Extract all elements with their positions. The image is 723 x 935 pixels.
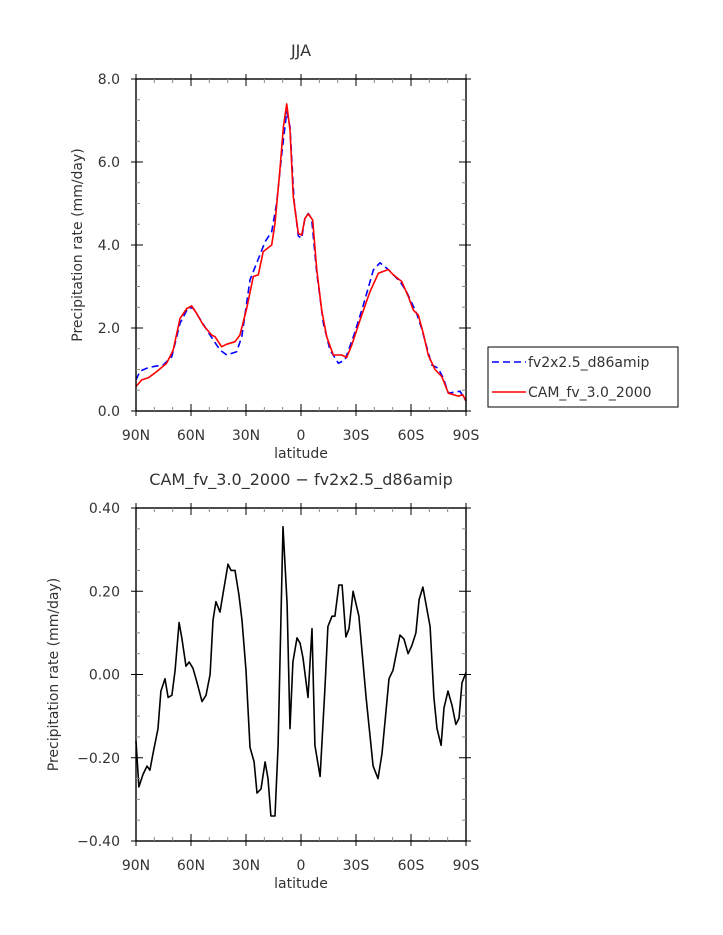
- x-tick-label: 30S: [343, 858, 370, 874]
- x-axis-label: latitude: [274, 446, 328, 462]
- chart-1: JJA 0.0 2.0 4.0 6.0 8.0 90N 60N 30N 0 30S 60S 90S lat…: [70, 41, 679, 462]
- x-tick-label: 60S: [398, 858, 425, 874]
- x-tick-label: 30S: [343, 428, 370, 444]
- x-tick-label: 90S: [453, 858, 480, 874]
- legend-box: [487, 346, 679, 408]
- legend-label: fv2x2.5_d86amip: [528, 355, 649, 371]
- series-line-difference: [135, 525, 467, 817]
- chart-2: CAM_fv_3.0_2000 − fv2x2.5_d86amip 0.40 0.2…: [46, 470, 479, 892]
- y-tick-label: 0.0: [98, 404, 120, 420]
- x-tick-label: 0: [297, 428, 306, 444]
- y-tick-label: −0.20: [77, 751, 120, 767]
- x-axis-label: latitude: [274, 876, 328, 892]
- y-axis-label: Precipitation rate (mm/day): [46, 578, 62, 772]
- x-tick-label: 30N: [232, 428, 260, 444]
- x-tick-label: 60S: [398, 428, 425, 444]
- x-tick-label: 90N: [122, 858, 150, 874]
- x-tick-label: 0: [297, 858, 306, 874]
- plot-frame: [135, 78, 467, 412]
- y-tick-label: 0.00: [89, 668, 120, 684]
- y-axis-label: Precipitation rate (mm/day): [70, 148, 86, 342]
- legend-label: CAM_fv_3.0_2000: [528, 385, 652, 401]
- legend: fv2x2.5_d86amip CAM_fv_3.0_2000: [487, 346, 679, 408]
- chart-title: CAM_fv_3.0_2000 − fv2x2.5_d86amip: [149, 470, 452, 490]
- y-tick-label: 6.0: [98, 155, 120, 171]
- y-tick-label: 2.0: [98, 321, 120, 337]
- plot-frame: [135, 507, 467, 842]
- series-line-fv2x2-5-d86amip: [135, 111, 467, 402]
- y-tick-label: 8.0: [98, 72, 120, 88]
- y-tick-label: 4.0: [98, 238, 120, 254]
- x-tick-label: 90N: [122, 428, 150, 444]
- chart-title: JJA: [290, 41, 311, 60]
- x-tick-label: 60N: [177, 428, 205, 444]
- series-line-cam-fv-3-0-2000: [135, 103, 467, 401]
- x-tick-label: 30N: [232, 858, 260, 874]
- x-tick-label: 60N: [177, 858, 205, 874]
- x-tick-label: 90S: [453, 428, 480, 444]
- y-tick-label: 0.40: [89, 501, 120, 517]
- y-tick-label: 0.20: [89, 584, 120, 600]
- y-tick-label: −0.40: [77, 834, 120, 850]
